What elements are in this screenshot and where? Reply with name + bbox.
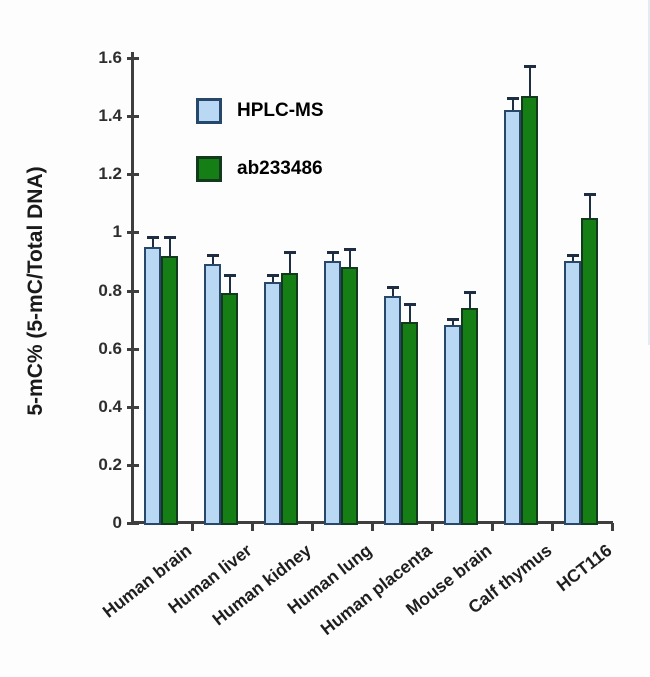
x-tick-label: HCT116	[552, 540, 616, 596]
y-tick-label: 0.8	[98, 280, 122, 300]
legend-label-ab233486: ab233486	[237, 158, 323, 179]
bar-ab233486	[221, 293, 238, 525]
error-bar-cap	[223, 273, 236, 277]
x-tick	[611, 523, 614, 531]
error-bar-cap	[523, 64, 536, 68]
y-tick-label: 1.6	[98, 48, 122, 67]
y-tick	[127, 289, 139, 293]
x-tick	[371, 523, 374, 531]
error-bar-line	[331, 252, 334, 262]
error-bar-cap	[506, 96, 519, 100]
x-tick	[191, 523, 194, 531]
bar-ab233486	[461, 307, 478, 525]
bar-hplc-ms	[444, 325, 461, 525]
error-bar-line	[511, 98, 514, 111]
bar-hplc-ms	[144, 246, 161, 525]
image-edge-artifact	[648, 0, 650, 345]
error-bar-cap	[326, 250, 339, 254]
error-bar-cap	[283, 250, 296, 254]
x-tick	[431, 523, 434, 531]
error-bar-cap	[266, 273, 279, 277]
legend-item-hplc-ms: HPLC-MS	[196, 96, 324, 126]
error-bar-line	[588, 194, 591, 218]
error-bar-line	[228, 275, 231, 294]
legend-swatch-hplc-ms	[196, 98, 222, 124]
error-bar-line	[451, 319, 454, 326]
x-tick	[551, 523, 554, 531]
legend-label-hplc-ms: HPLC-MS	[237, 100, 324, 121]
bar-hplc-ms	[324, 261, 341, 525]
error-bar-line	[408, 305, 411, 323]
y-tick	[127, 115, 139, 119]
legend-item-ab233486: ab233486	[196, 154, 324, 184]
y-tick	[127, 347, 139, 351]
y-tick	[127, 231, 139, 235]
error-bar-cap	[343, 247, 356, 251]
error-bar-line	[348, 249, 351, 268]
error-bar-cap	[146, 236, 159, 240]
error-bar-line	[528, 66, 531, 96]
x-tick	[491, 523, 494, 531]
x-tick	[251, 523, 254, 531]
error-bar-line	[468, 293, 471, 308]
y-axis-line	[131, 52, 134, 524]
error-bar-line	[571, 255, 574, 262]
y-tick-label: 0.2	[98, 454, 122, 474]
bar-hplc-ms	[384, 296, 401, 525]
error-bar-cap	[566, 253, 579, 257]
error-bar-cap	[386, 285, 399, 289]
error-bar-cap	[403, 303, 416, 307]
y-tick	[127, 463, 139, 467]
bar-hplc-ms	[264, 281, 281, 525]
y-tick-label: 1	[112, 222, 122, 242]
y-tick-label: 0	[112, 513, 122, 532]
bar-hplc-ms	[564, 261, 581, 525]
error-bar-cap	[206, 253, 219, 257]
bar-hplc-ms	[504, 110, 521, 525]
bar-ab233486	[341, 267, 358, 525]
error-bar-cap	[163, 236, 176, 240]
bar-ab233486	[161, 255, 178, 525]
y-tick	[127, 405, 139, 409]
y-tick-label: 1.2	[98, 164, 122, 184]
y-tick	[127, 57, 139, 60]
legend: HPLC-MS ab233486	[196, 96, 324, 212]
bar-ab233486	[401, 322, 418, 525]
y-tick	[127, 522, 139, 525]
error-bar-line	[271, 275, 274, 282]
y-tick-label: 1.4	[98, 106, 122, 126]
error-bar-line	[391, 287, 394, 297]
y-tick-label: 0.6	[98, 338, 122, 358]
bar-ab233486	[581, 217, 598, 525]
x-tick	[311, 523, 314, 531]
error-bar-cap	[583, 192, 596, 196]
y-tick-label: 0.4	[98, 396, 122, 416]
error-bar-line	[168, 238, 171, 256]
error-bar-line	[211, 255, 214, 265]
bar-ab233486	[281, 273, 298, 525]
bar-hplc-ms	[204, 264, 221, 525]
y-tick	[127, 173, 139, 177]
error-bar-line	[151, 238, 154, 247]
error-bar-cap	[446, 317, 459, 321]
error-bar-cap	[463, 291, 476, 295]
x-axis-line	[131, 521, 613, 524]
error-bar-line	[288, 252, 291, 274]
legend-swatch-ab233486	[196, 156, 222, 182]
bar-ab233486	[521, 95, 538, 525]
